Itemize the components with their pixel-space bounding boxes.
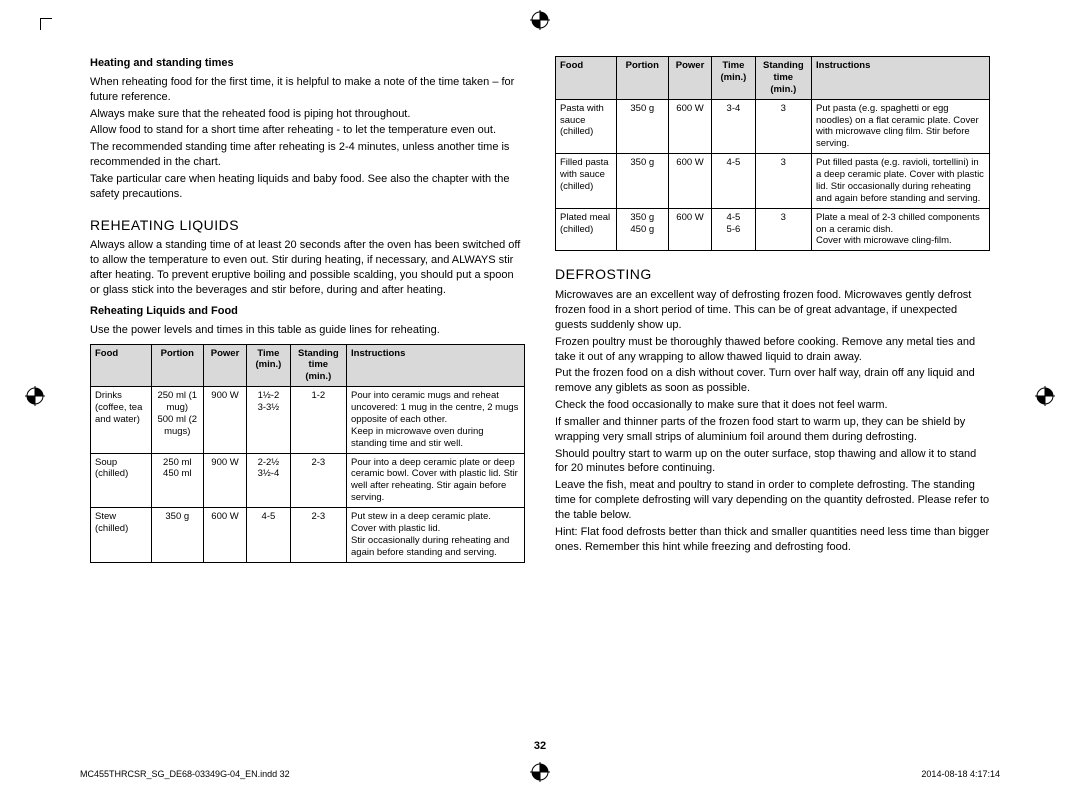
table-cell: 2-3 — [290, 508, 346, 563]
table-cell: Pasta with sauce (chilled) — [556, 99, 617, 154]
table-header: Food — [556, 57, 617, 100]
page-number: 32 — [0, 739, 1080, 754]
body-text: Always make sure that the reheated food … — [90, 107, 525, 122]
table-row: Drinks (coffee, tea and water)250 ml (1 … — [91, 387, 525, 453]
reheating-table-left: FoodPortionPowerTime (min.)Standing time… — [90, 344, 525, 563]
table-header: Standing time (min.) — [290, 344, 346, 387]
table-row: Pasta with sauce (chilled)350 g600 W3-43… — [556, 99, 990, 154]
table-cell: 3 — [755, 154, 811, 209]
registration-mark-icon — [1035, 386, 1055, 406]
body-text: Frozen poultry must be thoroughly thawed… — [555, 335, 990, 365]
reheating-table-right: FoodPortionPowerTime (min.)Standing time… — [555, 56, 990, 251]
table-cell: Pour into ceramic mugs and reheat uncove… — [347, 387, 525, 453]
body-text: Put the frozen food on a dish without co… — [555, 366, 990, 396]
body-text: Use the power levels and times in this t… — [90, 323, 525, 338]
section-title-defrosting: DEFROSTING — [555, 265, 990, 284]
registration-mark-icon — [25, 386, 45, 406]
body-text: Check the food occasionally to make sure… — [555, 398, 990, 413]
table-cell: 350 g — [616, 154, 668, 209]
body-text: The recommended standing time after rehe… — [90, 140, 525, 170]
table-header: Portion — [616, 57, 668, 100]
table-cell: 600 W — [668, 208, 711, 251]
body-text: Allow food to stand for a short time aft… — [90, 123, 525, 138]
table-cell: 2-3 — [290, 453, 346, 508]
table-cell: Put stew in a deep ceramic plate. Cover … — [347, 508, 525, 563]
body-text: If smaller and thinner parts of the froz… — [555, 415, 990, 445]
subheading-heating-times: Heating and standing times — [90, 56, 525, 71]
table-cell: 4-5 — [712, 154, 755, 209]
table-cell: 250 ml (1 mug) 500 ml (2 mugs) — [151, 387, 203, 453]
table-cell: 600 W — [668, 99, 711, 154]
page-content: Heating and standing times When reheatin… — [90, 50, 990, 732]
table-header: Time (min.) — [247, 344, 290, 387]
left-column: Heating and standing times When reheatin… — [90, 50, 525, 732]
table-cell: 900 W — [203, 453, 246, 508]
table-cell: 2-2½ 3½-4 — [247, 453, 290, 508]
table-header: Food — [91, 344, 152, 387]
body-text: Should poultry start to warm up on the o… — [555, 447, 990, 477]
table-row: Soup (chilled)250 ml 450 ml900 W2-2½ 3½-… — [91, 453, 525, 508]
footer: MC455THRCSR_SG_DE68-03349G-04_EN.indd 32… — [80, 768, 1000, 780]
table-cell: Soup (chilled) — [91, 453, 152, 508]
table-row: Plated meal (chilled)350 g 450 g600 W4-5… — [556, 208, 990, 251]
table-cell: 350 g 450 g — [616, 208, 668, 251]
table-header: Instructions — [812, 57, 990, 100]
table-cell: 1-2 — [290, 387, 346, 453]
table-cell: Drinks (coffee, tea and water) — [91, 387, 152, 453]
body-text: When reheating food for the first time, … — [90, 75, 525, 105]
table-cell: 250 ml 450 ml — [151, 453, 203, 508]
table-cell: 350 g — [151, 508, 203, 563]
table-cell: 3-4 — [712, 99, 755, 154]
crop-mark-icon — [40, 18, 56, 34]
body-text: Take particular care when heating liquid… — [90, 172, 525, 202]
table-cell: Plated meal (chilled) — [556, 208, 617, 251]
table-cell: 3 — [755, 99, 811, 154]
table-cell: 600 W — [203, 508, 246, 563]
table-row: Filled pasta with sauce (chilled)350 g60… — [556, 154, 990, 209]
body-text: Hint: Flat food defrosts better than thi… — [555, 525, 990, 555]
body-text: Always allow a standing time of at least… — [90, 238, 525, 297]
right-column: FoodPortionPowerTime (min.)Standing time… — [555, 50, 990, 732]
table-cell: Put filled pasta (e.g. ravioli, tortelli… — [812, 154, 990, 209]
footer-timestamp: 2014-08-18 4:17:14 — [921, 768, 1000, 780]
footer-filename: MC455THRCSR_SG_DE68-03349G-04_EN.indd 32 — [80, 768, 290, 780]
table-cell: 900 W — [203, 387, 246, 453]
section-title-reheating-liquids: REHEATING LIQUIDS — [90, 216, 525, 235]
table-cell: 3 — [755, 208, 811, 251]
table-cell: Stew (chilled) — [91, 508, 152, 563]
registration-mark-icon — [530, 10, 550, 30]
subheading-reheating-table: Reheating Liquids and Food — [90, 304, 525, 319]
table-cell: 4-5 5-6 — [712, 208, 755, 251]
table-cell: Pour into a deep ceramic plate or deep c… — [347, 453, 525, 508]
table-cell: Put pasta (e.g. spaghetti or egg noodles… — [812, 99, 990, 154]
table-header: Instructions — [347, 344, 525, 387]
table-header: Standing time (min.) — [755, 57, 811, 100]
table-cell: 4-5 — [247, 508, 290, 563]
table-header: Time (min.) — [712, 57, 755, 100]
table-row: Stew (chilled)350 g600 W4-52-3Put stew i… — [91, 508, 525, 563]
body-text: Leave the fish, meat and poultry to stan… — [555, 478, 990, 523]
table-cell: 350 g — [616, 99, 668, 154]
table-cell: 600 W — [668, 154, 711, 209]
table-cell: Filled pasta with sauce (chilled) — [556, 154, 617, 209]
table-cell: Plate a meal of 2-3 chilled components o… — [812, 208, 990, 251]
body-text: Microwaves are an excellent way of defro… — [555, 288, 990, 333]
table-header: Portion — [151, 344, 203, 387]
table-header: Power — [668, 57, 711, 100]
table-cell: 1½-2 3-3½ — [247, 387, 290, 453]
table-header: Power — [203, 344, 246, 387]
